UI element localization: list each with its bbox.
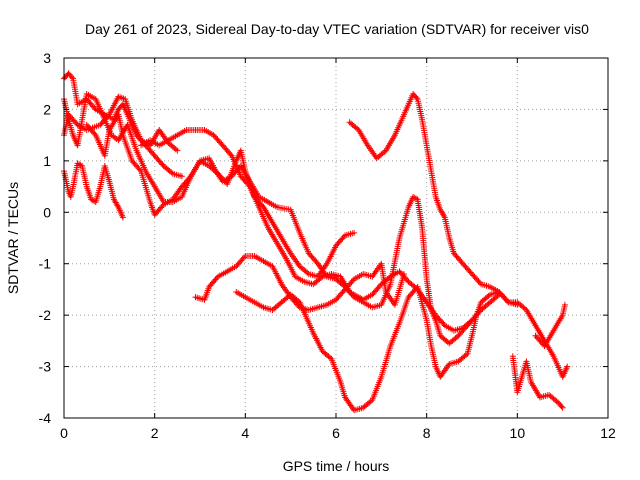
data-point <box>405 294 412 301</box>
y-tick-label: -1 <box>39 256 52 272</box>
data-point <box>338 236 345 243</box>
data-point <box>119 214 126 221</box>
data-point <box>239 174 246 181</box>
data-point <box>312 257 319 264</box>
series-arc-10 <box>509 353 566 411</box>
data-point <box>226 149 233 156</box>
data-point <box>559 404 566 411</box>
data-point <box>69 116 76 122</box>
series-arc-5 <box>83 111 358 280</box>
data-point <box>466 268 473 275</box>
data-point <box>221 178 228 185</box>
series-arc-9 <box>346 91 571 380</box>
data-point <box>159 203 166 209</box>
x-tick-label: 8 <box>423 425 431 441</box>
series-arc-7 <box>192 253 407 313</box>
data-point <box>185 176 192 183</box>
data-point <box>217 173 224 180</box>
data-point <box>413 94 420 101</box>
data-point <box>213 275 220 281</box>
data-point <box>334 241 341 248</box>
x-tick-label: 10 <box>510 425 526 441</box>
plot-area <box>61 70 571 414</box>
data-point <box>401 271 407 277</box>
series-arc-8 <box>233 283 521 414</box>
series-arc-4 <box>61 160 126 221</box>
y-tick-label: 1 <box>43 153 51 169</box>
y-tick-label: -3 <box>39 359 52 375</box>
y-tick-label: 2 <box>43 101 51 117</box>
data-point <box>136 166 143 173</box>
data-point <box>470 272 477 279</box>
y-axis-label: SDTVAR / TECUs <box>5 182 21 294</box>
data-point <box>497 290 504 297</box>
series-arc-11 <box>532 301 568 349</box>
series-arc-6 <box>138 127 503 334</box>
x-tick-label: 0 <box>60 425 68 441</box>
data-point <box>457 257 464 264</box>
data-point <box>474 276 481 283</box>
data-point <box>91 105 98 111</box>
data-point <box>501 294 508 301</box>
y-tick-label: -2 <box>39 307 52 323</box>
data-point <box>351 229 358 236</box>
data-point <box>68 74 75 81</box>
data-point <box>149 149 156 156</box>
data-point <box>342 286 349 293</box>
y-tick-label: -4 <box>39 410 52 426</box>
data-point <box>218 141 225 147</box>
data-point <box>132 162 139 169</box>
y-tick-label: 0 <box>43 204 51 220</box>
data-point <box>558 403 565 410</box>
data-point <box>83 121 90 128</box>
data-point <box>338 290 345 297</box>
data-point <box>129 157 135 164</box>
data-point <box>375 284 382 291</box>
x-tick-label: 12 <box>600 425 616 441</box>
data-point <box>158 160 165 167</box>
data-point <box>436 316 443 323</box>
data-point <box>308 253 315 260</box>
data-point <box>564 363 571 370</box>
x-tick-label: 4 <box>241 425 249 441</box>
data-point <box>239 255 246 262</box>
data-point <box>243 179 249 186</box>
x-tick-label: 2 <box>151 425 159 441</box>
y-tick-label: 3 <box>43 50 51 66</box>
x-axis-label: GPS time / hours <box>283 458 390 474</box>
data-point <box>462 263 469 270</box>
data-point <box>440 321 447 327</box>
x-tick-label: 6 <box>332 425 340 441</box>
data-point <box>91 130 98 137</box>
data-point <box>334 295 341 302</box>
chart-title: Day 261 of 2023, Sidereal Day-to-day VTE… <box>85 21 589 37</box>
data-point <box>174 147 181 154</box>
data-point <box>561 301 568 308</box>
data-point <box>409 289 416 296</box>
data-point <box>178 173 185 180</box>
data-point <box>214 136 221 143</box>
data-point <box>456 331 463 338</box>
